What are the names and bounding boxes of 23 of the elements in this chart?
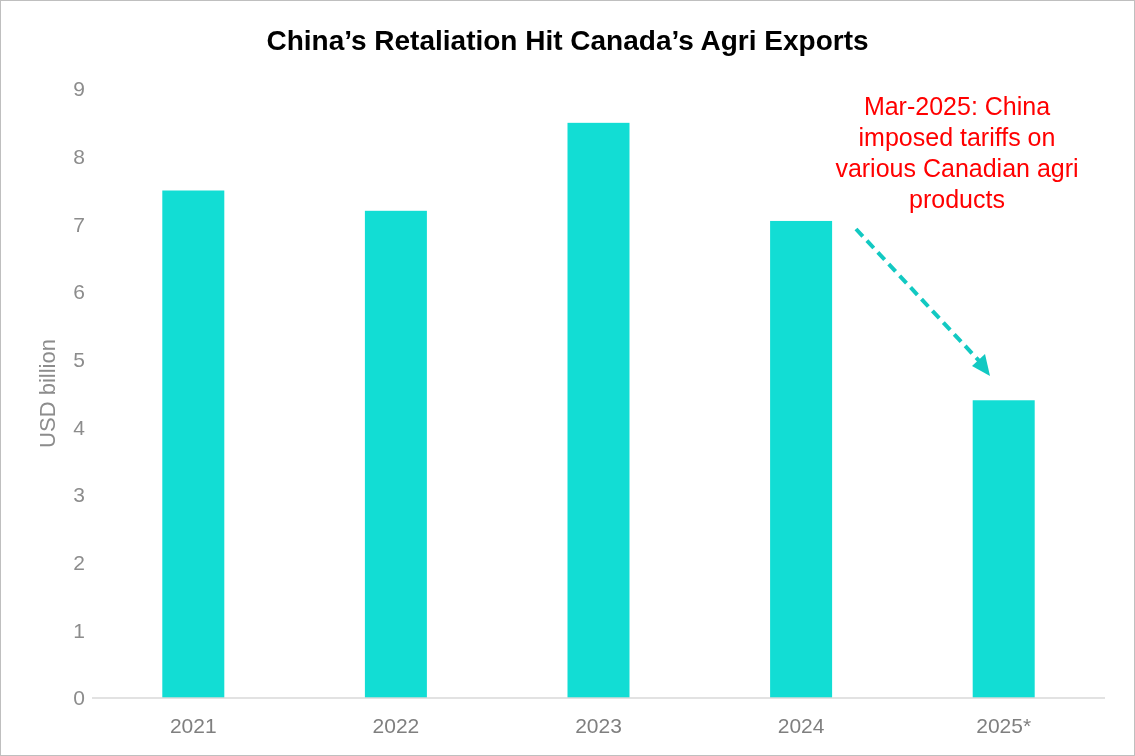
x-tick-label: 2022 bbox=[372, 714, 420, 737]
y-tick-label: 0 bbox=[73, 686, 85, 710]
y-tick-label: 7 bbox=[73, 212, 85, 236]
y-axis-title: USD billion bbox=[35, 339, 60, 448]
bar bbox=[364, 210, 427, 698]
bar bbox=[162, 190, 225, 698]
annotation: Mar-2025: China imposed tariffs on various Canadian agri products bbox=[835, 92, 1079, 213]
x-tick-label: 2025* bbox=[976, 714, 1032, 737]
x-tick-label: 2021 bbox=[169, 714, 217, 737]
bar bbox=[567, 122, 630, 698]
y-tick-label: 5 bbox=[73, 348, 85, 372]
x-tick-label: 2023 bbox=[575, 714, 622, 737]
y-tick-label: 4 bbox=[73, 415, 86, 439]
y-tick-label: 1 bbox=[73, 618, 85, 642]
y-tick-label: 6 bbox=[73, 280, 85, 304]
y-tick-label: 2 bbox=[73, 551, 85, 575]
x-tick-label: 2024 bbox=[777, 714, 825, 737]
y-tick-label: 8 bbox=[73, 145, 85, 169]
chart-title: China’s Retaliation Hit Canada’s Agri Exports bbox=[266, 25, 869, 56]
y-tick-label: 9 bbox=[73, 77, 85, 101]
bar bbox=[972, 400, 1035, 698]
y-tick-label: 3 bbox=[73, 483, 85, 507]
bar bbox=[770, 220, 833, 698]
